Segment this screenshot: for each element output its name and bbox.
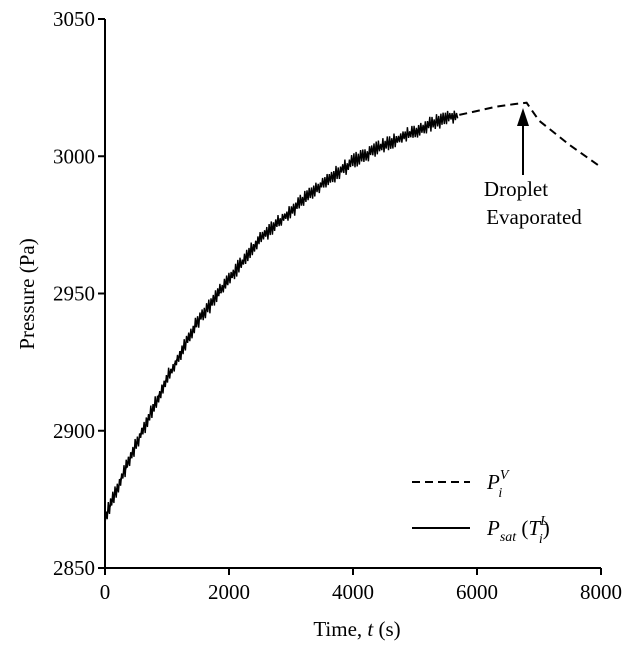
annotation-text-line1: Droplet: [484, 177, 548, 201]
series-layer: [104, 101, 602, 525]
legend-label-psat: Psat (TL i): [486, 514, 550, 547]
legend-label-pv: PV i: [486, 468, 510, 501]
legend: PV i Psat (TL i): [412, 468, 550, 547]
x-tick-label: 2000: [208, 580, 250, 604]
series-psat-line: [104, 110, 459, 525]
x-tick-label: 8000: [580, 580, 622, 604]
x-axis-title: Time, t (s): [313, 617, 400, 641]
x-axis-ticks: 0 2000 4000 6000 8000: [100, 568, 622, 604]
annotation-text-line2: Evaporated: [486, 205, 582, 229]
x-axis-title-suffix: (s): [373, 617, 400, 641]
plot-frame: [104, 19, 601, 569]
x-tick-label: 4000: [332, 580, 374, 604]
y-tick-label: 3000: [53, 144, 95, 168]
y-axis-ticks: 2850 2900 2950 3000 3050: [53, 7, 105, 580]
y-axis-title: Pressure (Pa): [15, 238, 39, 349]
x-axis-title-var: t: [367, 617, 374, 641]
x-tick-label: 0: [100, 580, 111, 604]
annotation-arrowhead: [517, 108, 529, 126]
y-tick-label: 2850: [53, 556, 95, 580]
y-tick-label: 2950: [53, 282, 95, 306]
annotation: Droplet Evaporated: [484, 108, 582, 229]
x-tick-label: 6000: [456, 580, 498, 604]
x-axis-title-prefix: Time,: [313, 617, 367, 641]
axis-lines: [104, 19, 601, 569]
y-tick-label: 3050: [53, 7, 95, 31]
y-tick-label: 2900: [53, 419, 95, 443]
